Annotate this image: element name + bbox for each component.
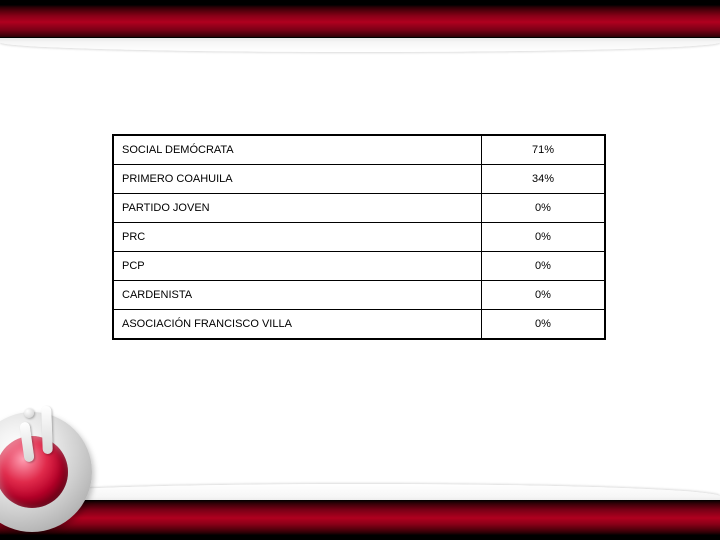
percent-cell: 0%	[481, 252, 605, 281]
table-row: PRIMERO COAHUILA 34%	[113, 165, 605, 194]
party-cell: CARDENISTA	[113, 281, 481, 310]
party-cell: ASOCIACIÓN FRANCISCO VILLA	[113, 310, 481, 340]
logo-dot-icon	[24, 408, 34, 418]
party-cell: PARTIDO JOVEN	[113, 194, 481, 223]
party-percent-table: SOCIAL DEMÓCRATA 71% PRIMERO COAHUILA 34…	[112, 134, 606, 340]
table-row: ASOCIACIÓN FRANCISCO VILLA 0%	[113, 310, 605, 340]
party-cell: PRIMERO COAHUILA	[113, 165, 481, 194]
table-row: SOCIAL DEMÓCRATA 71%	[113, 135, 605, 165]
party-cell: PRC	[113, 223, 481, 252]
percent-cell: 0%	[481, 223, 605, 252]
party-cell: SOCIAL DEMÓCRATA	[113, 135, 481, 165]
logo-accent-icon	[41, 406, 53, 454]
percent-cell: 0%	[481, 194, 605, 223]
percent-cell: 0%	[481, 281, 605, 310]
table-row: PARTIDO JOVEN 0%	[113, 194, 605, 223]
percent-cell: 0%	[481, 310, 605, 340]
table-row: CARDENISTA 0%	[113, 281, 605, 310]
footer-bar	[0, 500, 720, 540]
party-cell: PCP	[113, 252, 481, 281]
header-bar-curve	[0, 38, 720, 52]
header-bar	[0, 0, 720, 40]
table-row: PRC 0%	[113, 223, 605, 252]
percent-cell: 71%	[481, 135, 605, 165]
table-row: PCP 0%	[113, 252, 605, 281]
percent-cell: 34%	[481, 165, 605, 194]
